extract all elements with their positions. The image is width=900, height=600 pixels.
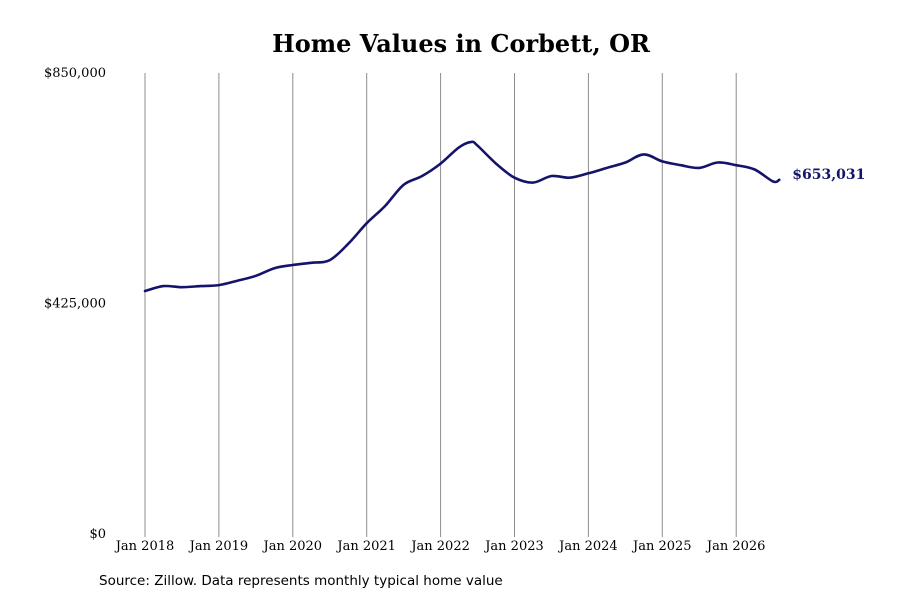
chart-title: Home Values in Corbett, OR — [272, 29, 651, 58]
series-line — [143, 140, 781, 293]
series-group — [143, 140, 781, 293]
x-tick-label: Jan 2026 — [705, 539, 766, 554]
y-tick-label: $425,000 — [44, 297, 106, 312]
y-axis-ticks: $0 $425,000 $850,000 — [44, 66, 106, 542]
x-tick-label: Jan 2025 — [631, 539, 692, 554]
x-tick-label: Jan 2018 — [114, 539, 175, 554]
end-value-label: $653,031 — [792, 167, 865, 183]
x-tick-label: Jan 2019 — [188, 539, 249, 554]
x-tick-label: Jan 2022 — [409, 539, 470, 554]
x-tick-label: Jan 2024 — [557, 539, 618, 554]
y-tick-label: $0 — [89, 527, 106, 542]
x-axis-ticks: Jan 2018 Jan 2019 Jan 2020 Jan 2021 Jan 2022… — [114, 539, 766, 554]
x-tick-label: Jan 2021 — [335, 539, 396, 554]
source-note: Source: Zillow. Data represents monthly … — [99, 573, 503, 589]
x-tick-label: Jan 2023 — [483, 539, 544, 554]
y-tick-label: $850,000 — [44, 66, 106, 81]
x-tick-label: Jan 2020 — [262, 539, 323, 554]
gridlines — [144, 73, 737, 537]
